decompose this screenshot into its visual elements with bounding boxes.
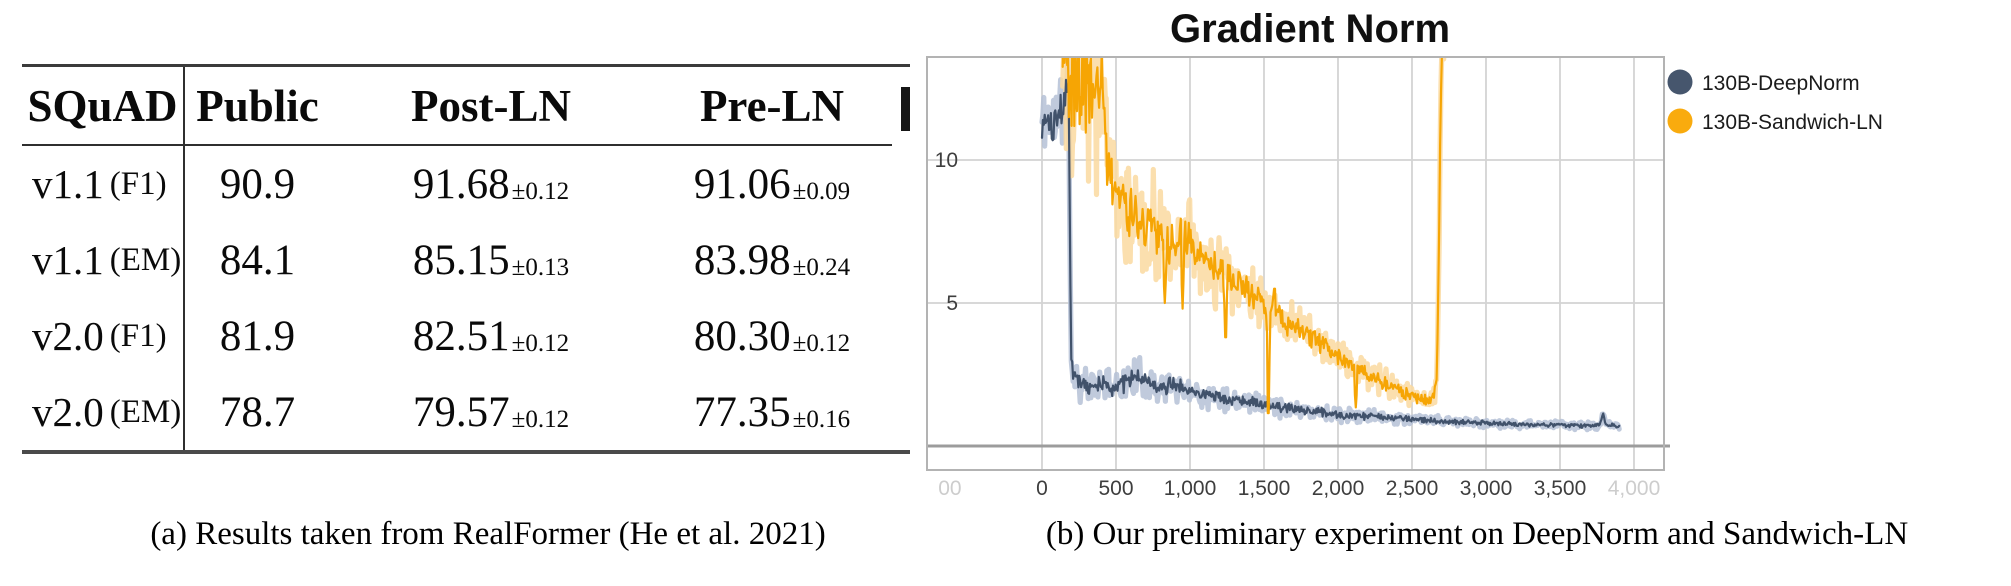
legend-label: 130B-DeepNorm: [1702, 72, 1860, 95]
stddev: ±0.09: [792, 178, 851, 205]
chart-title: Gradient Norm: [1170, 7, 1450, 51]
legend-label: 130B-Sandwich-LN: [1702, 111, 1883, 134]
table-row-label: v2.0 (EM): [22, 374, 185, 450]
row-metric: (EM): [109, 241, 182, 278]
row-version: v2.0: [32, 313, 104, 359]
series-line-130B-Sandwich-LN: [1061, 58, 1443, 415]
row-version: v1.1: [32, 237, 104, 283]
col-header-post-ln: Post-LN: [330, 67, 652, 146]
table-row-label: v1.1 (EM): [22, 222, 185, 298]
series-layer: [1039, 58, 1622, 433]
gradient-norm-chart: 00 0 500 1,000 1,500 2,000 2,500 3,000 3,500 4,00…: [926, 7, 1883, 500]
col-header-squad: SQuAD: [22, 67, 185, 146]
series-line-130B-DeepNorm: [1040, 78, 1621, 429]
svg-text:2,000: 2,000: [1312, 477, 1365, 500]
svg-text:1,000: 1,000: [1164, 477, 1217, 500]
x-axis-labels: 00 0 500 1,000 1,500 2,000 2,500 3,000 3,500 4,00…: [938, 477, 1660, 500]
svg-text:500: 500: [1098, 477, 1133, 500]
stddev: ±0.16: [792, 406, 851, 433]
cell-post-ln: 79.57 ±0.12: [412, 388, 570, 436]
row-version: v2.0: [32, 389, 104, 435]
cell-pre-ln: 77.35 ±0.16: [693, 388, 851, 436]
svg-text:0: 0: [1036, 477, 1048, 500]
cell-pre-ln: 91.06 ±0.09: [693, 160, 851, 208]
cell-public: 78.7: [219, 388, 296, 436]
caption-b: (b) Our preliminary experiment on DeepNo…: [1045, 516, 1909, 552]
caption-a: (a) Results taken from RealFormer (He et…: [150, 516, 826, 552]
cell-pre-ln: 80.30 ±0.12: [693, 312, 851, 360]
svg-text:2,500: 2,500: [1386, 477, 1439, 500]
squad-results-table: SQuAD Public Post-LN Pre-LN v1.1 (F1) 90…: [22, 64, 910, 454]
legend-swatch: [1667, 69, 1693, 95]
legend-swatch: [1667, 108, 1693, 134]
svg-text:10: 10: [935, 149, 958, 172]
svg-text:3,000: 3,000: [1460, 477, 1513, 500]
stddev: ±0.12: [792, 330, 851, 357]
cell-public: 84.1: [219, 236, 296, 284]
cell-post-ln: 91.68 ±0.12: [412, 160, 570, 208]
col-header-public: Public: [185, 67, 330, 146]
svg-text:00: 00: [938, 477, 961, 500]
plot-border: [926, 56, 1665, 471]
y-axis-labels: 5 10: [935, 149, 958, 315]
row-metric: (EM): [109, 393, 182, 430]
cell-public: 81.9: [219, 312, 296, 360]
stddev: ±0.13: [511, 254, 570, 281]
table-row-label: v1.1 (F1): [22, 146, 185, 222]
row-version: v1.1: [32, 161, 104, 207]
col-header-pre-ln: Pre-LN: [652, 67, 892, 146]
stddev: ±0.12: [511, 406, 570, 433]
cell-pre-ln: 83.98 ±0.24: [693, 236, 851, 284]
legend-item-130B-Sandwich-LN: 130B-Sandwich-LN: [1667, 108, 1883, 134]
svg-text:3,500: 3,500: [1534, 477, 1587, 500]
row-metric: (F1): [109, 165, 167, 202]
chart-legend: 130B-DeepNorm 130B-Sandwich-LN: [1667, 69, 1883, 134]
cell-post-ln: 82.51 ±0.12: [412, 312, 570, 360]
table-row-label: v2.0 (F1): [22, 298, 185, 374]
row-metric: (F1): [109, 317, 167, 354]
legend-item-130B-DeepNorm: 130B-DeepNorm: [1667, 69, 1860, 95]
stddev: ±0.12: [511, 178, 570, 205]
cell-public: 90.9: [219, 160, 296, 208]
svg-text:4,000: 4,000: [1608, 477, 1661, 500]
svg-text:1,500: 1,500: [1238, 477, 1291, 500]
stddev: ±0.24: [792, 254, 851, 281]
stddev: ±0.12: [511, 330, 570, 357]
svg-text:5: 5: [946, 292, 958, 315]
cell-post-ln: 85.15 ±0.13: [412, 236, 570, 284]
cropped-next-column-fragment: [901, 87, 910, 131]
